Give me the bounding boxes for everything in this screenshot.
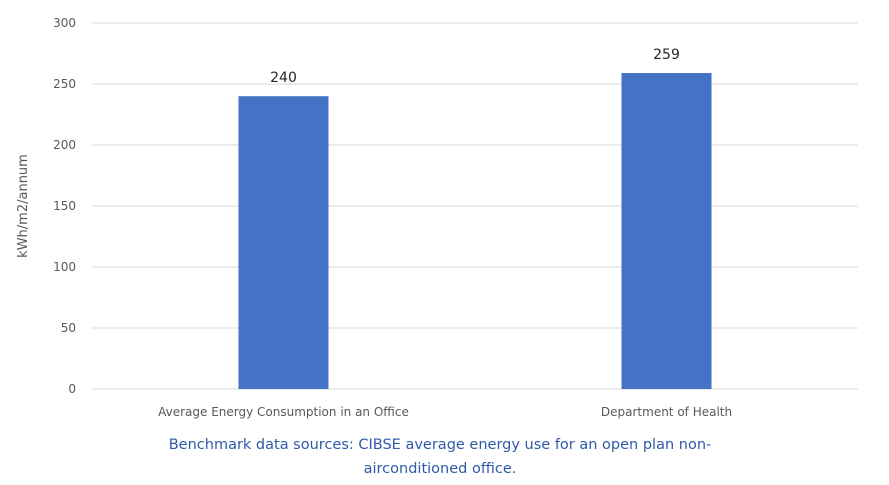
- y-axis-ticks: 0 50 100 150 200 250 300: [53, 16, 76, 396]
- chart-caption: Benchmark data sources: CIBSE average en…: [168, 437, 712, 477]
- y-tick-label: 300: [53, 16, 76, 30]
- y-tick-label: 100: [53, 260, 76, 274]
- y-axis-label: kWh/m2/annum: [16, 154, 31, 258]
- x-axis-ticks: Average Energy Consumption in an Office D…: [158, 405, 732, 419]
- data-labels: 240 259: [270, 47, 680, 86]
- y-tick-label: 150: [53, 199, 76, 213]
- x-tick-label: Average Energy Consumption in an Office: [158, 405, 409, 419]
- gridlines: [92, 22, 858, 390]
- x-tick-label: Department of Health: [601, 405, 732, 419]
- y-tick-label: 50: [61, 321, 76, 335]
- y-tick-label: 0: [68, 382, 76, 396]
- bar: [621, 73, 712, 390]
- y-tick-label: 200: [53, 138, 76, 152]
- bars: [238, 73, 712, 390]
- bar: [238, 96, 329, 389]
- data-label: 240: [270, 70, 297, 86]
- bar-chart: 0 50 100 150 200 250 300 240 259 Average Energy…: [16, 16, 858, 419]
- y-tick-label: 250: [53, 77, 76, 91]
- data-label: 259: [653, 47, 680, 63]
